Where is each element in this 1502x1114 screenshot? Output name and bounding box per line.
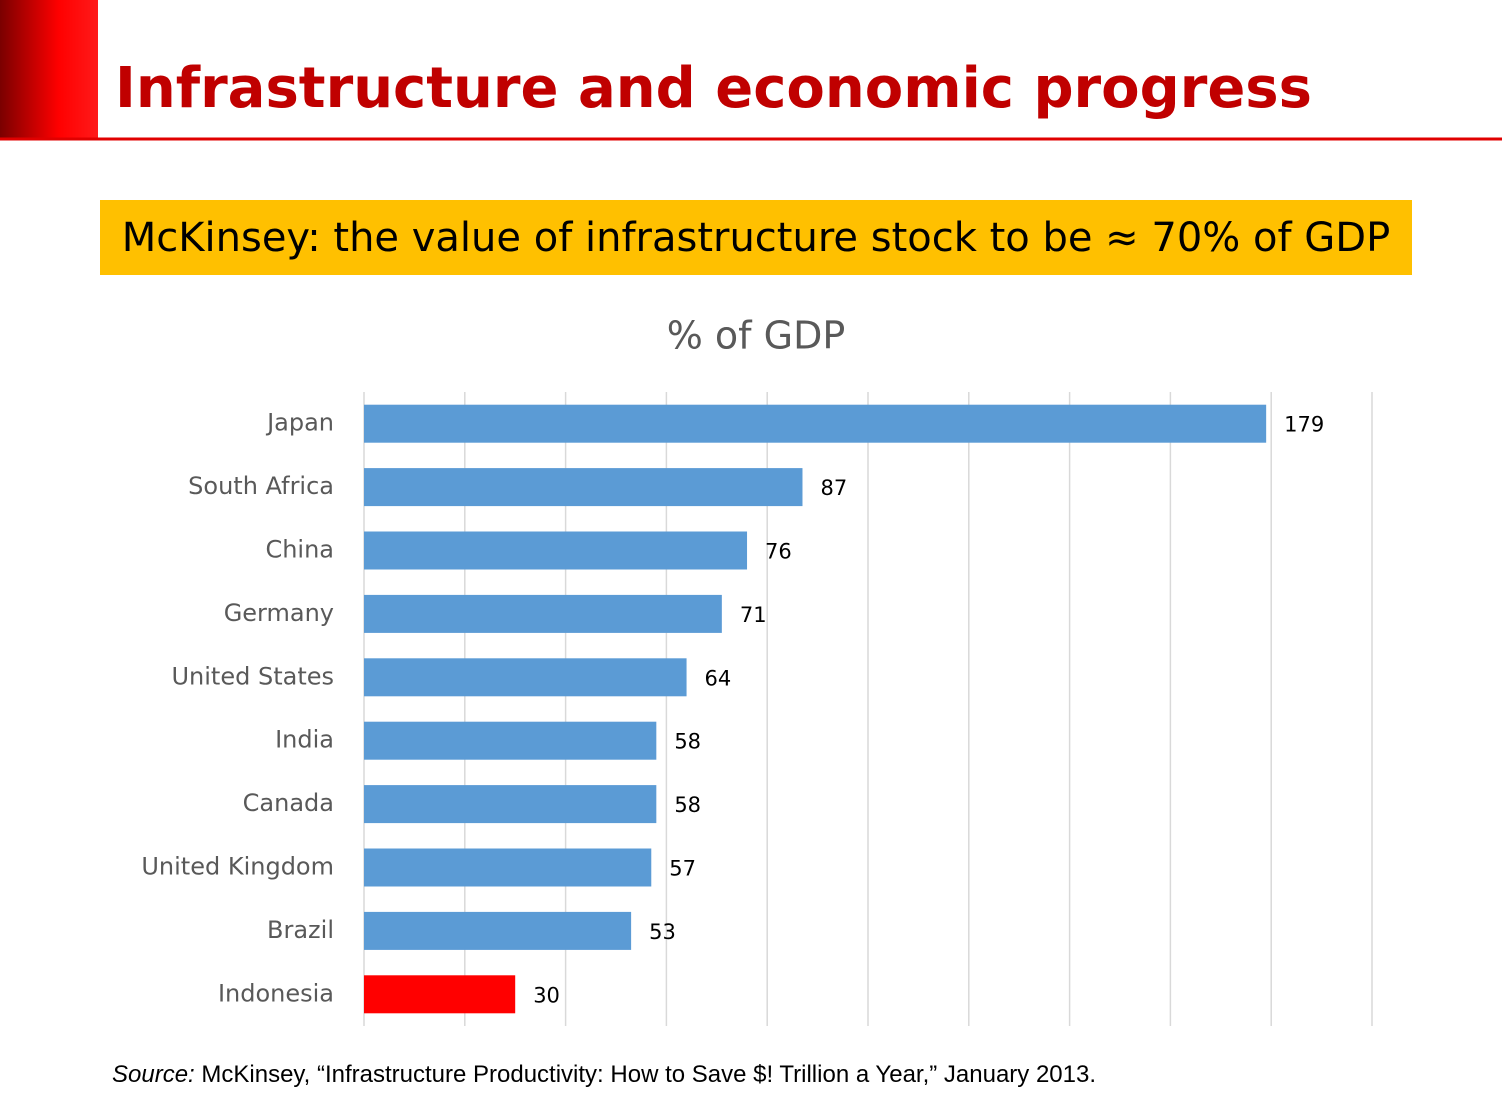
bar bbox=[364, 468, 803, 507]
value-label: 58 bbox=[674, 793, 701, 817]
bar bbox=[364, 594, 722, 633]
source: Source: McKinsey, “Infrastructure Produc… bbox=[112, 1061, 1096, 1088]
y-tick-label: Indonesia bbox=[218, 979, 334, 1007]
y-tick-label: India bbox=[275, 726, 334, 754]
value-label: 57 bbox=[669, 857, 696, 881]
value-label: 53 bbox=[649, 920, 676, 944]
banner-text: McKinsey: the value of infrastructure st… bbox=[122, 215, 1390, 261]
y-tick-label: Japan bbox=[265, 409, 334, 437]
slide-title: Infrastructure and economic progress bbox=[115, 56, 1312, 121]
value-label: 58 bbox=[674, 730, 701, 754]
y-tick-label: United Kingdom bbox=[141, 853, 334, 881]
source-text: McKinsey, “Infrastructure Productivity: … bbox=[195, 1061, 1096, 1088]
value-label: 64 bbox=[705, 666, 732, 690]
bar bbox=[364, 658, 687, 697]
y-tick-label: Germany bbox=[224, 599, 334, 627]
y-tick-label: United States bbox=[171, 662, 334, 690]
value-label: 76 bbox=[765, 540, 792, 564]
y-tick-label: Canada bbox=[243, 789, 334, 817]
chart-title: % of GDP bbox=[667, 314, 846, 358]
value-label: 30 bbox=[533, 983, 560, 1007]
y-tick-label: Brazil bbox=[267, 916, 334, 944]
y-tick-label: China bbox=[265, 536, 334, 564]
corner-block bbox=[0, 0, 98, 138]
source-label: Source: bbox=[112, 1061, 195, 1088]
bar bbox=[364, 911, 632, 950]
banner bbox=[100, 200, 1412, 275]
bar bbox=[364, 531, 748, 570]
bar bbox=[364, 975, 516, 1014]
bar bbox=[364, 404, 1267, 443]
y-tick-label: South Africa bbox=[188, 472, 334, 500]
value-label: 179 bbox=[1284, 413, 1324, 437]
bar bbox=[364, 848, 652, 887]
value-label: 87 bbox=[820, 476, 847, 500]
value-label: 71 bbox=[740, 603, 767, 627]
bar bbox=[364, 721, 657, 760]
bar bbox=[364, 785, 657, 824]
